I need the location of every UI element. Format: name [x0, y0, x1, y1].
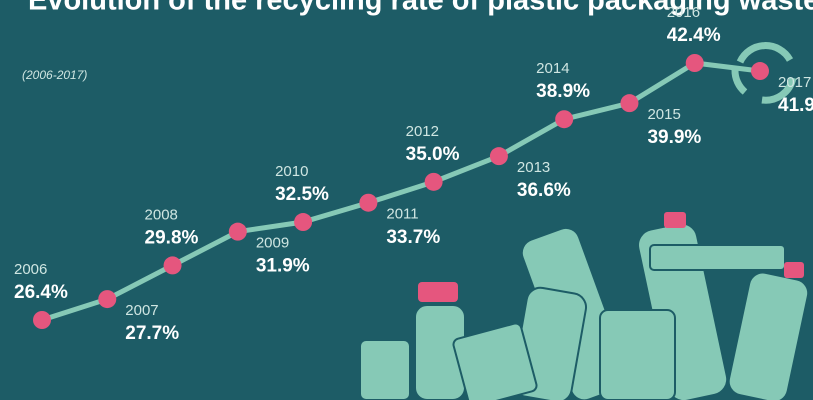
data-point [424, 172, 443, 191]
data-point [228, 222, 247, 241]
series-line [41, 60, 761, 323]
year-label: 2012 [406, 123, 439, 140]
year-label: 2016 [667, 4, 700, 21]
bottle-cap [664, 212, 686, 228]
value-label: 41.9% [778, 95, 813, 116]
tray [452, 322, 538, 400]
value-label: 39.9% [647, 127, 701, 148]
value-label: 32.5% [275, 184, 329, 205]
plastic-waste-illustration [359, 212, 810, 400]
data-point [751, 62, 769, 81]
value-label: 38.9% [536, 81, 590, 102]
value-label: 31.9% [256, 256, 310, 277]
year-label: 2008 [145, 206, 178, 223]
data-point [359, 193, 378, 212]
year-label: 2007 [125, 302, 158, 319]
year-label: 2015 [647, 106, 680, 123]
recycle-arrow [736, 42, 794, 64]
year-label: 2014 [536, 60, 569, 77]
data-point [685, 54, 704, 72]
container [599, 309, 676, 400]
data-point [620, 94, 639, 113]
value-label: 27.7% [125, 323, 179, 344]
year-label: 2013 [517, 159, 550, 176]
data-point [489, 147, 508, 166]
value-label: 36.6% [517, 180, 571, 201]
data-point [33, 311, 51, 329]
data-point [163, 256, 182, 275]
data-point [98, 290, 117, 309]
year-label: 2017 [778, 74, 811, 91]
data-point [294, 213, 313, 232]
spray-head [418, 282, 458, 302]
recycle-arrow [761, 77, 797, 104]
chart-title: Evolution of the recycling rate of plast… [28, 0, 813, 17]
bottle [727, 271, 810, 400]
year-label: 2006 [14, 261, 47, 278]
value-label: 42.4% [667, 25, 721, 46]
data-point [555, 110, 574, 129]
recycle-arrow [731, 69, 748, 95]
recycle-icon [731, 42, 797, 104]
value-label: 26.4% [14, 282, 68, 303]
year-label: 2011 [386, 206, 418, 223]
value-label: 29.8% [145, 227, 199, 248]
tray [649, 244, 786, 271]
cup [359, 339, 411, 400]
year-label: 2010 [275, 163, 308, 180]
value-label: 33.7% [386, 227, 440, 248]
year-label: 2009 [256, 235, 289, 252]
bottle-cap [784, 262, 804, 278]
chart-subtitle: (2006-2017) [22, 68, 87, 82]
value-label: 35.0% [406, 144, 460, 165]
